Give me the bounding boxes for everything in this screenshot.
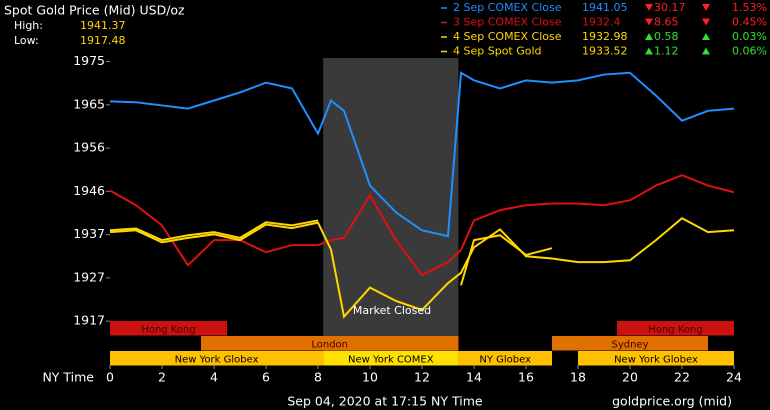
legend-change-pct: 0.45% (732, 16, 767, 29)
legend-change-pct: 0.03% (732, 30, 767, 43)
y-tick-label: 1937 (73, 226, 105, 241)
session-label: New York Globex (175, 354, 259, 365)
high-value: 1941.37 (80, 19, 126, 32)
low-value: 1917.48 (80, 34, 126, 47)
x-tick-label: 6 (262, 370, 270, 385)
legend-change: 8.65 (654, 16, 679, 29)
y-tick-label: 1946 (73, 183, 105, 198)
legend-change-pct: 0.06% (732, 45, 767, 58)
footer: Sep 04, 2020 at 17:15 NY Time (287, 394, 483, 409)
direction-arrow (645, 33, 653, 40)
x-tick-label: 12 (414, 370, 430, 385)
legend-change: 0.58 (654, 30, 679, 43)
legend-change: 1.12 (654, 45, 679, 58)
legend-change: 30.17 (654, 1, 686, 14)
legend-close: 1932.4 (582, 16, 621, 29)
direction-arrow (702, 33, 710, 40)
x-tick-label: 20 (622, 370, 638, 385)
session-label: New York Globex (614, 354, 698, 365)
session-label: Hong Kong (648, 324, 702, 335)
session-bar (578, 351, 734, 366)
session-label: London (311, 339, 348, 350)
x-tick-label: 8 (314, 370, 322, 385)
series-line (109, 219, 319, 242)
legend-change-pct: 1.53% (732, 1, 767, 14)
x-tick-label: 22 (674, 370, 690, 385)
series-line (109, 217, 735, 319)
y-tick-label: 1956 (73, 140, 105, 155)
market-closed-region (323, 58, 459, 365)
x-tick-label: 14 (466, 370, 482, 385)
series-line (109, 174, 735, 277)
session-bar (552, 336, 708, 351)
x-tick-label: 2 (158, 370, 166, 385)
chart-title: Spot Gold Price (Mid) USD/oz (4, 3, 185, 18)
x-axis-label: NY Time (42, 370, 94, 385)
y-tick-label: 1917 (73, 313, 105, 328)
legend-name: 4 Sep Spot Gold (453, 45, 542, 58)
low-label: Low: (14, 34, 39, 47)
y-tick-label: 1965 (73, 96, 105, 111)
session-label: NY Globex (479, 354, 531, 365)
direction-arrow (645, 18, 653, 26)
legend-name: 3 Sep COMEX Close (453, 16, 562, 29)
legend-close: 1941.05 (582, 1, 628, 14)
x-tick-label: 4 (210, 370, 218, 385)
legend-close: 1933.52 (582, 45, 628, 58)
direction-arrow (702, 47, 710, 55)
direction-arrow (702, 4, 710, 11)
source: goldprice.org (mid) (612, 394, 732, 409)
legend-close: 1932.98 (582, 30, 628, 43)
direction-arrow (645, 47, 653, 55)
x-tick-label: 0 (106, 370, 114, 385)
session-bar (617, 321, 734, 336)
market-closed-label: Market Closed (353, 304, 431, 317)
session-bar (323, 351, 459, 366)
x-tick-label: 24 (726, 370, 742, 385)
high-label: High: (14, 19, 43, 32)
x-tick-label: 16 (518, 370, 534, 385)
series-line (109, 71, 735, 238)
session-bar (110, 351, 324, 366)
y-tick-label: 1975 (73, 53, 105, 68)
y-tick-label: 1927 (73, 269, 105, 284)
x-tick-label: 10 (362, 370, 378, 385)
session-label: Sydney (611, 339, 648, 350)
session-bar (110, 321, 227, 336)
session-bar (201, 336, 459, 351)
direction-arrow (645, 4, 653, 11)
legend-name: 2 Sep COMEX Close (453, 1, 562, 14)
x-tick-label: 18 (570, 370, 586, 385)
session-bar (458, 351, 552, 366)
session-label: Hong Kong (141, 324, 195, 335)
legend-name: 4 Sep COMEX Close (453, 30, 562, 43)
direction-arrow (702, 18, 710, 26)
session-label: New York COMEX (348, 354, 434, 365)
